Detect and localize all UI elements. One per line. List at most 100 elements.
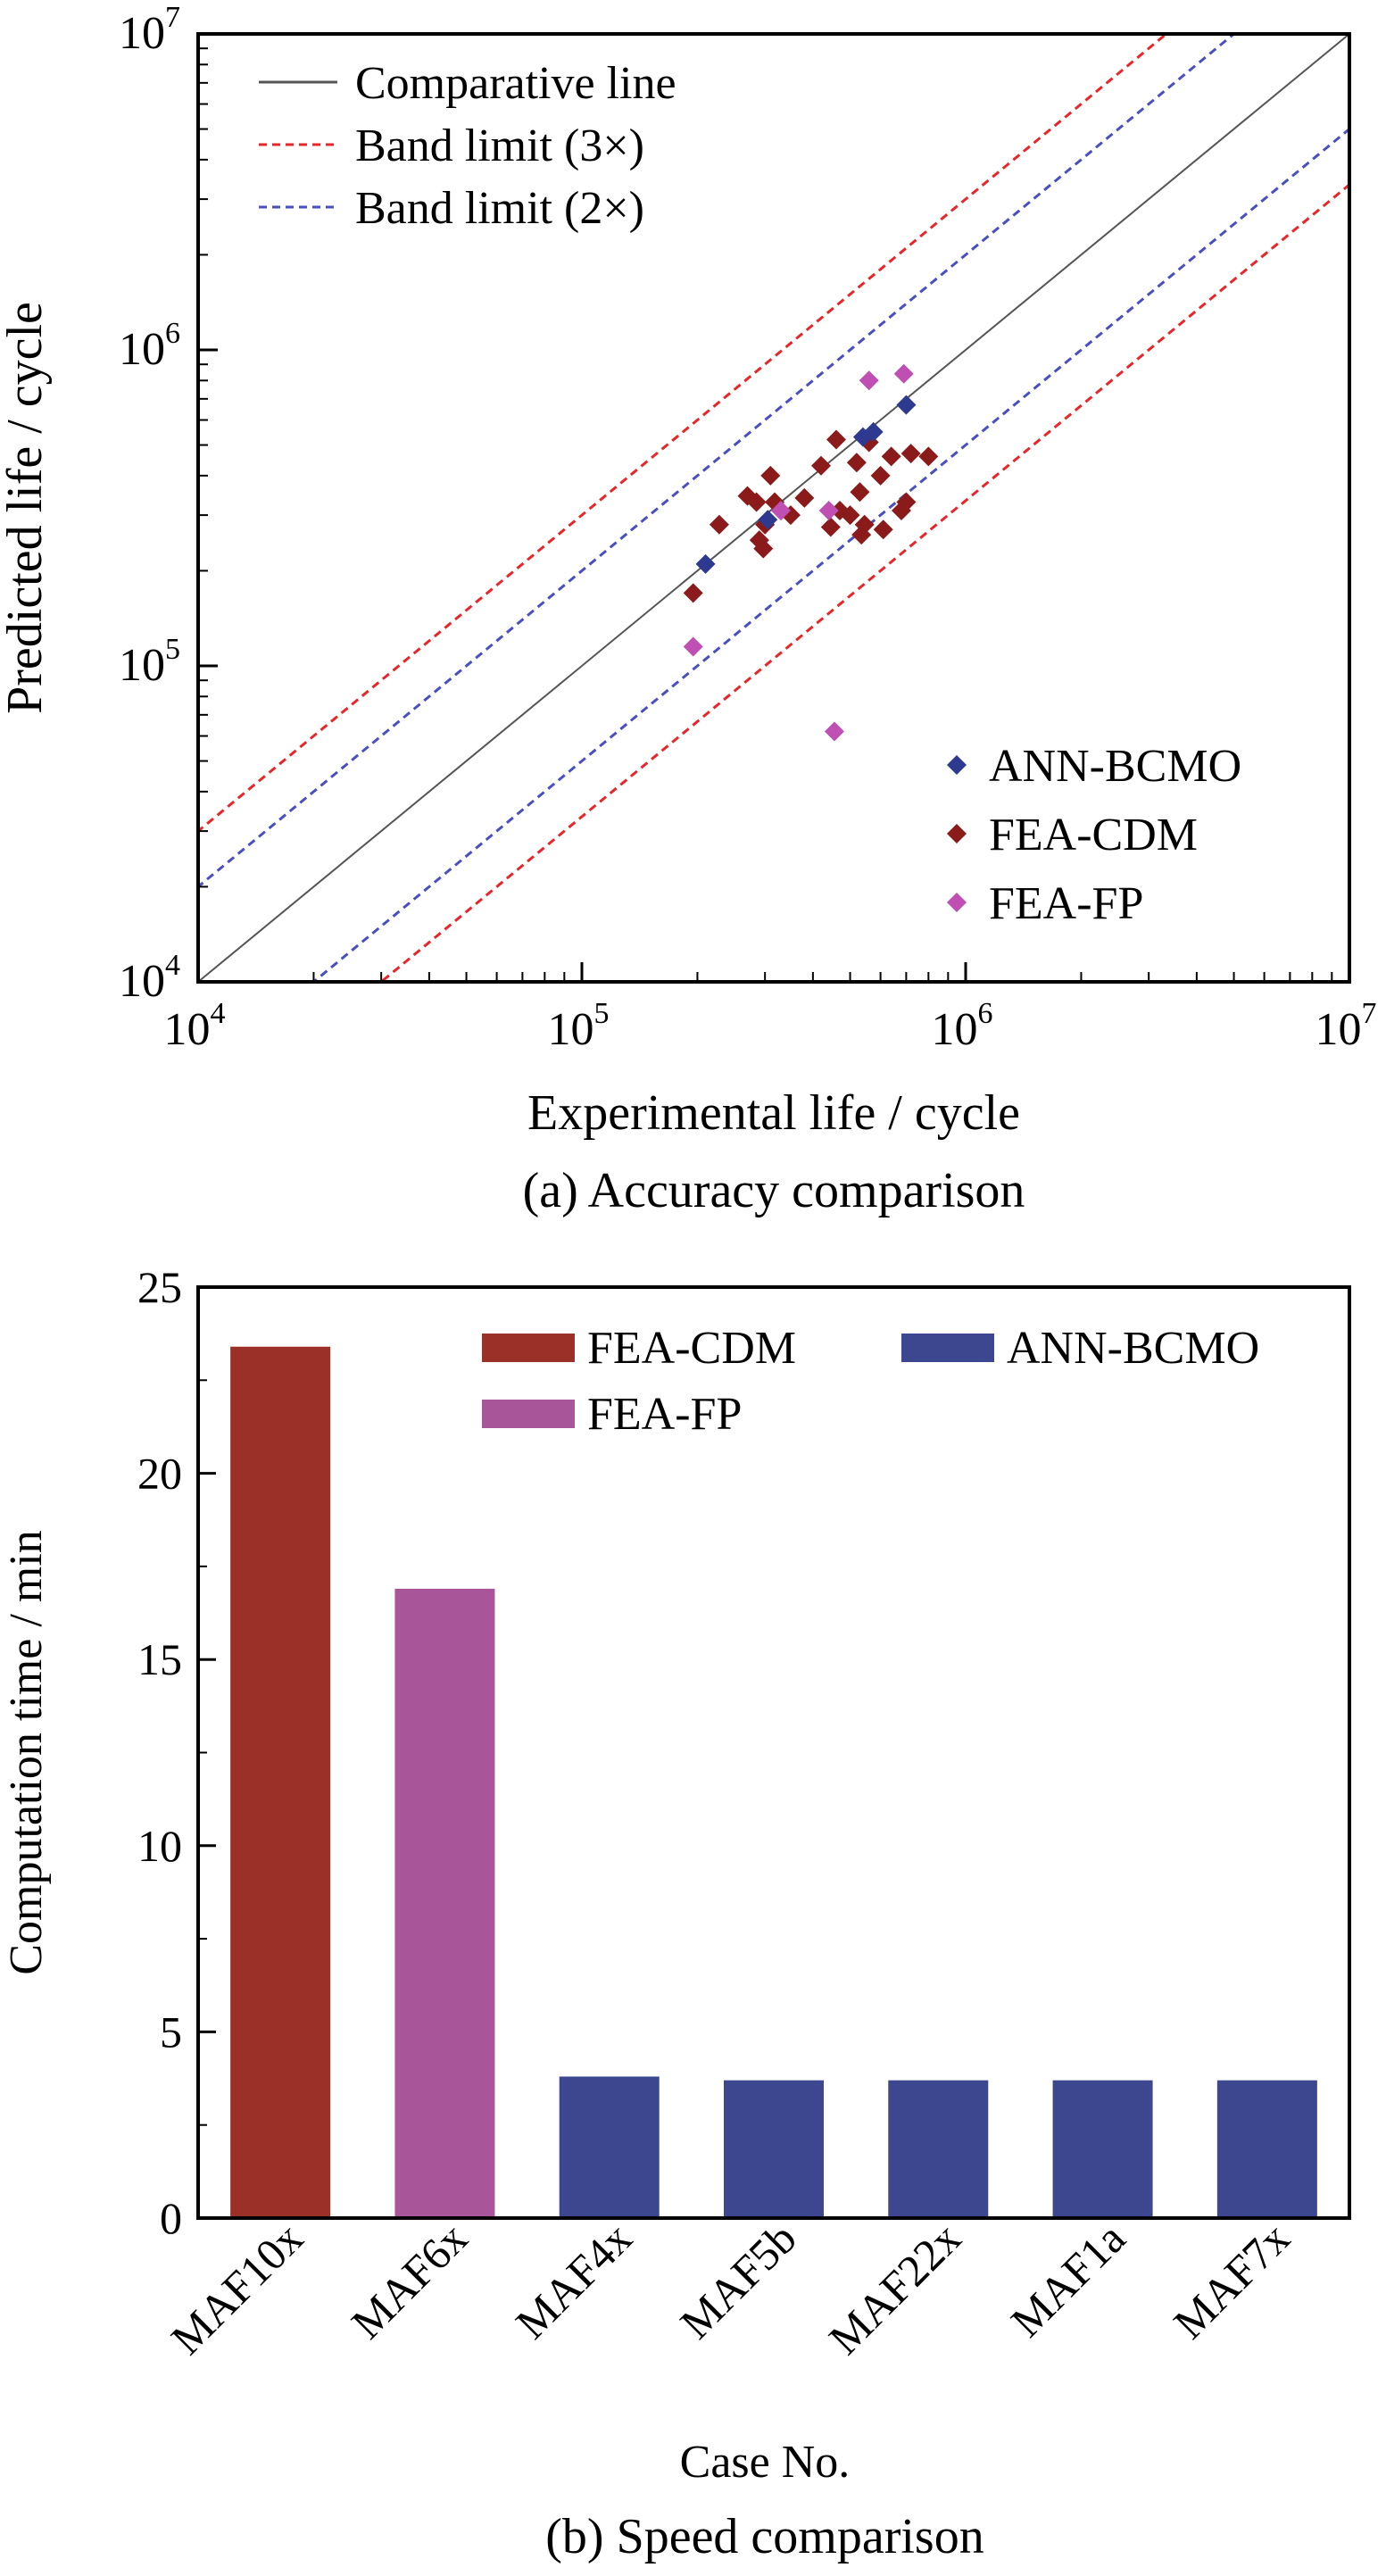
x-tick-label-maf1a: MAF1a xyxy=(1001,2213,1135,2347)
legend-point-label-2: FEA-FP xyxy=(989,878,1143,929)
x-tick-label-maf10x: MAF10x xyxy=(162,2213,312,2364)
point-ann-bcmo-3 xyxy=(863,421,884,442)
legend-swatch-fea-fp xyxy=(482,1400,575,1428)
point-fea-cdm-26 xyxy=(896,492,917,512)
x-tick-label-maf6x: MAF6x xyxy=(342,2213,477,2348)
point-fea-cdm-16 xyxy=(840,505,860,526)
point-ann-bcmo-1 xyxy=(758,510,778,530)
point-fea-fp-3 xyxy=(824,721,844,742)
y-tick-label: 15 xyxy=(137,1634,182,1684)
legend-label-fea-fp: FEA-FP xyxy=(587,1389,742,1440)
x-tick-exp: 6 xyxy=(978,997,993,1030)
y-tick-exp: 6 xyxy=(165,317,180,350)
point-fea-fp-2 xyxy=(818,501,839,521)
point-fea-cdm-13 xyxy=(820,517,841,537)
bars xyxy=(230,1346,1317,2218)
point-fea-cdm-24 xyxy=(881,446,901,467)
caption-a: (a) Accuracy comparison xyxy=(523,1163,1025,1218)
x-axis-label: Case No. xyxy=(680,2437,851,2488)
y-tick-exp: 7 xyxy=(165,1,180,34)
y-tick-label: 104 xyxy=(119,949,180,1007)
legend-line-label-0: Comparative line xyxy=(355,58,676,109)
y-tick-base: 10 xyxy=(119,956,165,1007)
point-fea-cdm-12 xyxy=(810,455,831,476)
reference-line-1-1 xyxy=(378,182,1349,982)
x-tick-label: 105 xyxy=(548,997,610,1055)
y-axis-label: Computation time / min xyxy=(1,1530,52,1974)
x-tick-label-maf4x: MAF4x xyxy=(506,2213,642,2348)
bar-maf1a xyxy=(1052,2080,1153,2218)
x-tick-base: 10 xyxy=(548,1004,594,1055)
y-tick-base: 10 xyxy=(119,8,165,59)
point-fea-fp-5 xyxy=(893,363,914,384)
point-fea-cdm-11 xyxy=(794,487,815,508)
y-tick-label: 20 xyxy=(137,1449,182,1499)
reference-lines xyxy=(198,34,1349,982)
x-tick-exp: 7 xyxy=(1362,997,1377,1030)
point-fea-cdm-17 xyxy=(846,453,867,473)
bar-maf4x xyxy=(559,2076,660,2218)
y-tick-label: 106 xyxy=(119,317,180,375)
legend-point-swatch-0 xyxy=(947,755,967,775)
point-ann-bcmo-4 xyxy=(896,395,917,415)
point-fea-cdm-14 xyxy=(826,429,846,450)
point-fea-cdm-0 xyxy=(683,583,703,603)
legend-point-swatch-2 xyxy=(947,893,967,912)
y-tick-label: 0 xyxy=(160,2193,182,2243)
x-tick-base: 10 xyxy=(932,1004,978,1055)
point-ann-bcmo-0 xyxy=(695,553,716,574)
bar-legend: FEA-CDM FEA-FP ANN-BCMO xyxy=(482,1323,1259,1440)
point-fea-fp-4 xyxy=(859,370,879,391)
legend-point-label-1: FEA-CDM xyxy=(989,810,1198,860)
x-tick-base: 10 xyxy=(164,1004,211,1055)
legend-line-label-2: Band limit (2×) xyxy=(355,183,644,234)
bar-maf5b xyxy=(724,2080,824,2218)
bar-maf6x xyxy=(394,1588,495,2218)
point-fea-cdm-7 xyxy=(760,465,781,486)
legend-swatch-ann-bcmo xyxy=(901,1334,994,1362)
point-fea-cdm-22 xyxy=(870,465,891,486)
bar-maf22x xyxy=(888,2080,989,2218)
y-tick-base: 10 xyxy=(119,640,165,691)
legend-point-label-0: ANN-BCMO xyxy=(989,741,1241,792)
plot-area-frame xyxy=(196,1285,1351,2220)
point-fea-cdm-18 xyxy=(850,482,870,503)
y-tick-label: 10 xyxy=(137,1821,182,1871)
x-tick-label-maf7x: MAF7x xyxy=(1164,2213,1299,2348)
bar-maf10x xyxy=(230,1346,331,2218)
point-fea-cdm-3 xyxy=(746,492,767,512)
legend-label-fea-cdm: FEA-CDM xyxy=(587,1323,796,1374)
data-points xyxy=(683,363,939,742)
point-fea-cdm-28 xyxy=(918,446,939,467)
bar-maf7x xyxy=(1216,2080,1317,2218)
x-tick-base: 10 xyxy=(1315,1004,1362,1055)
plot-area-frame xyxy=(196,32,1351,984)
point-fea-fp-1 xyxy=(770,501,791,521)
x-tick-exp: 4 xyxy=(211,997,226,1030)
point-legend: ANN-BCMO FEA-CDM FEA-FP xyxy=(947,741,1241,929)
point-fea-fp-0 xyxy=(683,636,703,657)
caption-b: (b) Speed comparison xyxy=(545,2509,983,2564)
point-fea-cdm-1 xyxy=(709,514,729,535)
legend-point-swatch-1 xyxy=(947,824,967,843)
y-axis-label: Predicted life / cycle xyxy=(0,302,53,714)
y-tick-base: 10 xyxy=(119,324,165,375)
speed-chart: MAF10x MAF6x MAF4x MAF5b MAF22x MAF1a MAF7x 0 5 1… xyxy=(1,1262,1351,2564)
line-legend: Comparative line Band limit (3×) Band limi… xyxy=(259,58,676,234)
x-tick-label: 107 xyxy=(1315,997,1377,1055)
x-tick-label: 104 xyxy=(164,997,226,1055)
y-tick-label: 105 xyxy=(119,633,180,691)
legend-label-ann-bcmo: ANN-BCMO xyxy=(1007,1323,1259,1374)
y-tick-label: 107 xyxy=(119,1,180,59)
x-tick-label: 106 xyxy=(932,997,993,1055)
y-tick-exp: 5 xyxy=(165,633,180,666)
y-tick-exp: 4 xyxy=(165,949,180,982)
point-fea-cdm-5 xyxy=(753,538,774,559)
y-tick-label: 25 xyxy=(137,1262,182,1312)
x-tick-label-maf5b: MAF5b xyxy=(670,2213,806,2348)
x-tick-exp: 5 xyxy=(594,997,610,1030)
point-fea-cdm-20 xyxy=(854,514,875,535)
